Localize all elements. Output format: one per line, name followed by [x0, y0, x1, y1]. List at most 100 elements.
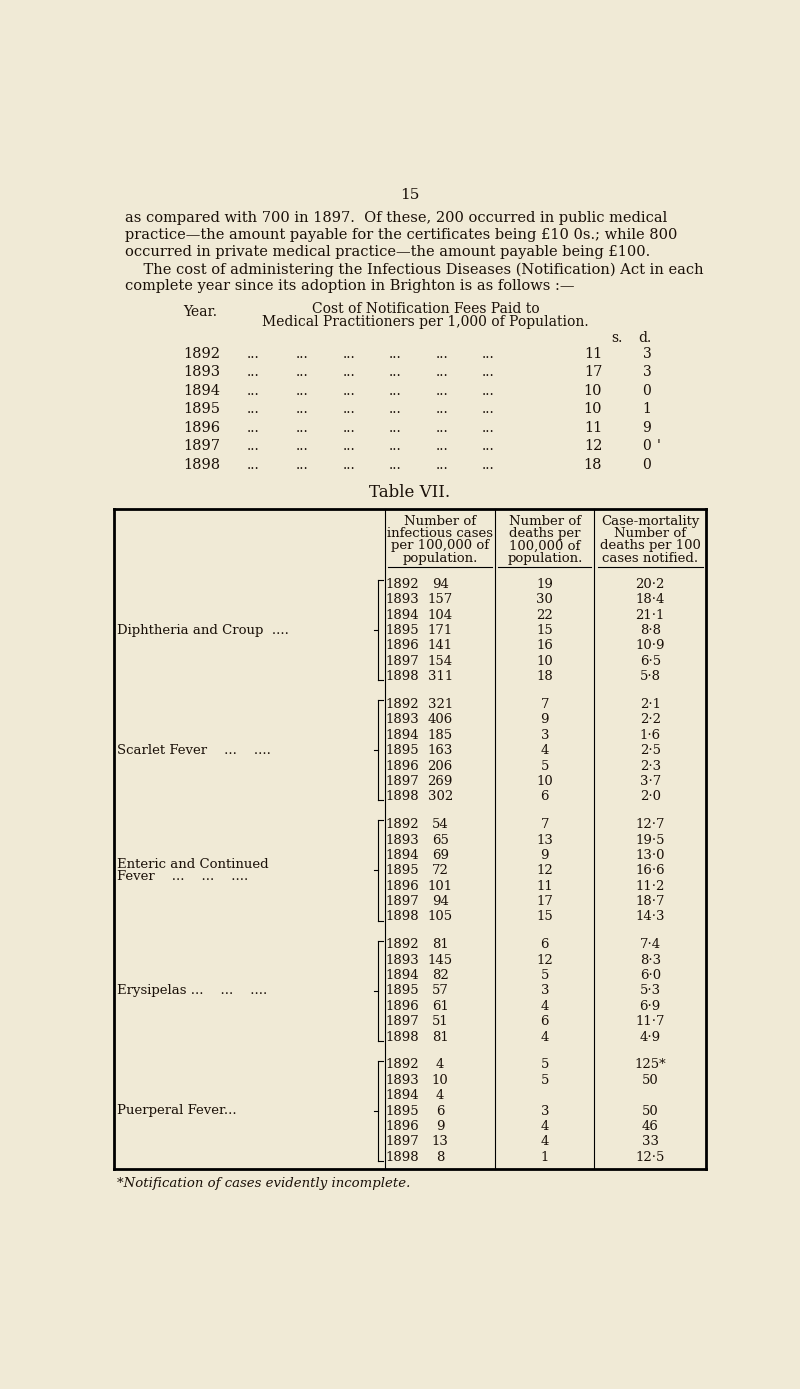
Text: ...: ... — [435, 421, 448, 435]
Text: 4: 4 — [436, 1089, 445, 1101]
Text: 269: 269 — [427, 775, 453, 788]
Text: ...: ... — [435, 403, 448, 417]
Text: 1896: 1896 — [386, 1120, 419, 1133]
Text: 1892: 1892 — [386, 938, 419, 951]
Text: 8: 8 — [436, 1150, 445, 1164]
Text: 13: 13 — [537, 833, 554, 846]
Text: 4: 4 — [541, 1031, 549, 1043]
Text: 311: 311 — [428, 671, 453, 683]
Text: 6: 6 — [541, 1015, 549, 1028]
Text: ...: ... — [389, 403, 402, 417]
Text: 12·7: 12·7 — [635, 818, 665, 831]
Text: 1897: 1897 — [386, 775, 419, 788]
Text: 10: 10 — [537, 775, 554, 788]
Text: 4: 4 — [436, 1058, 445, 1071]
Text: Erysipelas ...    ...    ....: Erysipelas ... ... .... — [117, 983, 267, 997]
Text: 1894: 1894 — [184, 383, 221, 397]
Text: 1894: 1894 — [386, 729, 419, 742]
Text: 0: 0 — [642, 439, 651, 453]
Text: 33: 33 — [642, 1135, 658, 1149]
Text: Fever    ...    ...    ....: Fever ... ... .... — [117, 870, 248, 883]
Text: 46: 46 — [642, 1120, 658, 1133]
Text: 18·4: 18·4 — [635, 593, 665, 606]
Text: 1898: 1898 — [184, 458, 221, 472]
Text: ...: ... — [342, 458, 355, 472]
Text: as compared with 700 in 1897.  Of these, 200 occurred in public medical: as compared with 700 in 1897. Of these, … — [125, 211, 667, 225]
Text: 9: 9 — [642, 421, 651, 435]
Text: *Notification of cases evidently incomplete.: *Notification of cases evidently incompl… — [117, 1176, 410, 1190]
Text: cases notified.: cases notified. — [602, 551, 698, 565]
Text: 94: 94 — [432, 895, 449, 908]
Text: 20·2: 20·2 — [635, 578, 665, 590]
Text: ...: ... — [342, 383, 355, 397]
Text: 19: 19 — [537, 578, 554, 590]
Text: population.: population. — [402, 551, 478, 565]
Text: 11·7: 11·7 — [635, 1015, 665, 1028]
Text: 1893: 1893 — [184, 365, 221, 379]
Text: ...: ... — [247, 439, 260, 453]
Text: 65: 65 — [432, 833, 449, 846]
Text: 54: 54 — [432, 818, 449, 831]
Text: 18: 18 — [537, 671, 554, 683]
Text: 406: 406 — [428, 714, 453, 726]
Text: 6·0: 6·0 — [640, 970, 661, 982]
Text: 10: 10 — [584, 403, 602, 417]
Text: population.: population. — [507, 551, 582, 565]
Text: 81: 81 — [432, 938, 449, 951]
Text: 2·2: 2·2 — [640, 714, 661, 726]
Text: 10: 10 — [432, 1074, 449, 1086]
Text: 69: 69 — [432, 849, 449, 863]
Text: 1893: 1893 — [386, 714, 419, 726]
Text: 4: 4 — [541, 745, 549, 757]
Text: 5: 5 — [541, 1058, 549, 1071]
Text: 6: 6 — [541, 938, 549, 951]
Text: ...: ... — [482, 347, 495, 361]
Text: ...: ... — [296, 421, 309, 435]
Text: 4: 4 — [541, 1135, 549, 1149]
Text: deaths per: deaths per — [509, 526, 581, 540]
Text: 1893: 1893 — [386, 954, 419, 967]
Text: ...: ... — [296, 347, 309, 361]
Text: 7: 7 — [541, 818, 549, 831]
Text: 2·5: 2·5 — [640, 745, 661, 757]
Text: Enteric and Continued: Enteric and Continued — [117, 858, 269, 871]
Text: 6: 6 — [541, 790, 549, 803]
Text: Table VII.: Table VII. — [370, 483, 450, 501]
Text: The cost of administering the Infectious Diseases (Notification) Act in each: The cost of administering the Infectious… — [125, 263, 703, 276]
Text: occurred in private medical practice—the amount payable being £100.: occurred in private medical practice—the… — [125, 246, 650, 260]
Text: 3: 3 — [642, 365, 651, 379]
Text: ...: ... — [342, 403, 355, 417]
Text: Diphtheria and Croup  ....: Diphtheria and Croup .... — [117, 624, 289, 636]
Text: 10·9: 10·9 — [635, 639, 665, 653]
Text: 125*: 125* — [634, 1058, 666, 1071]
Text: 15: 15 — [537, 624, 554, 638]
Text: 11: 11 — [584, 347, 602, 361]
Text: ...: ... — [389, 383, 402, 397]
Text: Number of: Number of — [509, 515, 581, 528]
Text: 3: 3 — [541, 729, 549, 742]
Text: 7·4: 7·4 — [640, 938, 661, 951]
Text: 1897: 1897 — [386, 1015, 419, 1028]
Text: ...: ... — [247, 403, 260, 417]
Text: ...: ... — [482, 439, 495, 453]
Text: ...: ... — [389, 458, 402, 472]
Text: 206: 206 — [428, 760, 453, 772]
Text: 0: 0 — [642, 383, 651, 397]
Text: 6·5: 6·5 — [640, 654, 661, 668]
Text: 1892: 1892 — [184, 347, 221, 361]
Text: ...: ... — [296, 383, 309, 397]
Text: 17: 17 — [584, 365, 602, 379]
Text: 1893: 1893 — [386, 593, 419, 606]
Text: 1898: 1898 — [386, 671, 419, 683]
Text: 1898: 1898 — [386, 1150, 419, 1164]
Text: 11: 11 — [537, 879, 554, 893]
Text: 1896: 1896 — [386, 1000, 419, 1013]
Text: 15: 15 — [400, 189, 420, 203]
Text: 1894: 1894 — [386, 1089, 419, 1101]
Text: 1892: 1892 — [386, 578, 419, 590]
Text: 154: 154 — [428, 654, 453, 668]
Text: Case-mortality: Case-mortality — [601, 515, 699, 528]
Text: infectious cases: infectious cases — [387, 526, 494, 540]
Text: 0: 0 — [642, 458, 651, 472]
Text: 61: 61 — [432, 1000, 449, 1013]
